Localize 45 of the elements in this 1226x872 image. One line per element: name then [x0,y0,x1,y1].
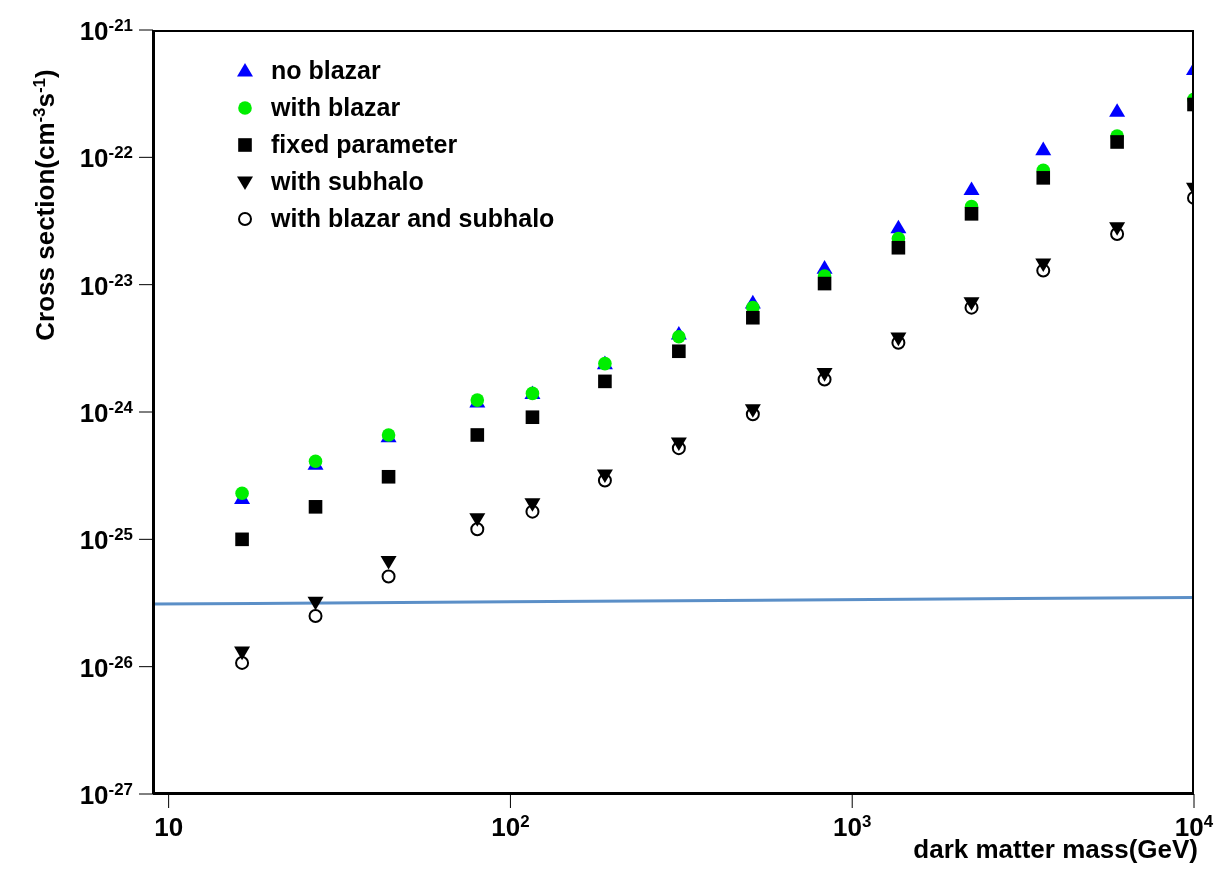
point [817,276,832,291]
y-tick-label: 10$^{-22}$ [79,142,133,174]
point [308,500,323,514]
point [525,410,540,425]
point [745,407,760,422]
point [963,181,980,195]
point [381,569,396,584]
y-tick-label: 10$^{-21}$ [79,15,133,46]
x-tick-label: 10 [154,812,184,842]
x-tick-label: 10$^{2}$ [491,811,530,842]
point [525,504,540,519]
point [671,441,686,456]
point [1109,103,1126,117]
point [746,310,760,325]
point [890,219,907,234]
y-tick-label: 10$^{-24}$ [79,397,134,428]
legend-label: with subhalo [271,167,424,196]
point [235,486,249,501]
y-tick-label: 10$^{-27}$ [79,779,133,810]
point [598,374,612,389]
x-tick-label: 10$^{3}$ [833,811,872,842]
point [672,344,686,359]
y-tick-label: 10$^{-26}$ [79,652,133,683]
legend-label: no blazar [271,56,381,85]
point [964,300,979,315]
legend-label: with blazar [271,93,401,122]
y-tick-label: 10$^{-23}$ [79,270,133,301]
point [891,240,906,255]
point [1036,263,1051,278]
point [307,596,324,611]
point [1110,227,1125,241]
point [381,469,396,484]
point [817,372,832,387]
legend-label: with blazar and subhalo [271,204,555,233]
point [235,655,250,670]
point [1110,135,1124,149]
point [235,532,249,547]
y-tick-label: 10$^{-25}$ [79,524,133,556]
point [672,329,686,344]
legend-label: fixed parameter [271,130,458,159]
point [308,609,323,623]
point [1036,171,1051,185]
point [380,555,397,570]
point [1035,141,1052,156]
point [964,207,979,221]
